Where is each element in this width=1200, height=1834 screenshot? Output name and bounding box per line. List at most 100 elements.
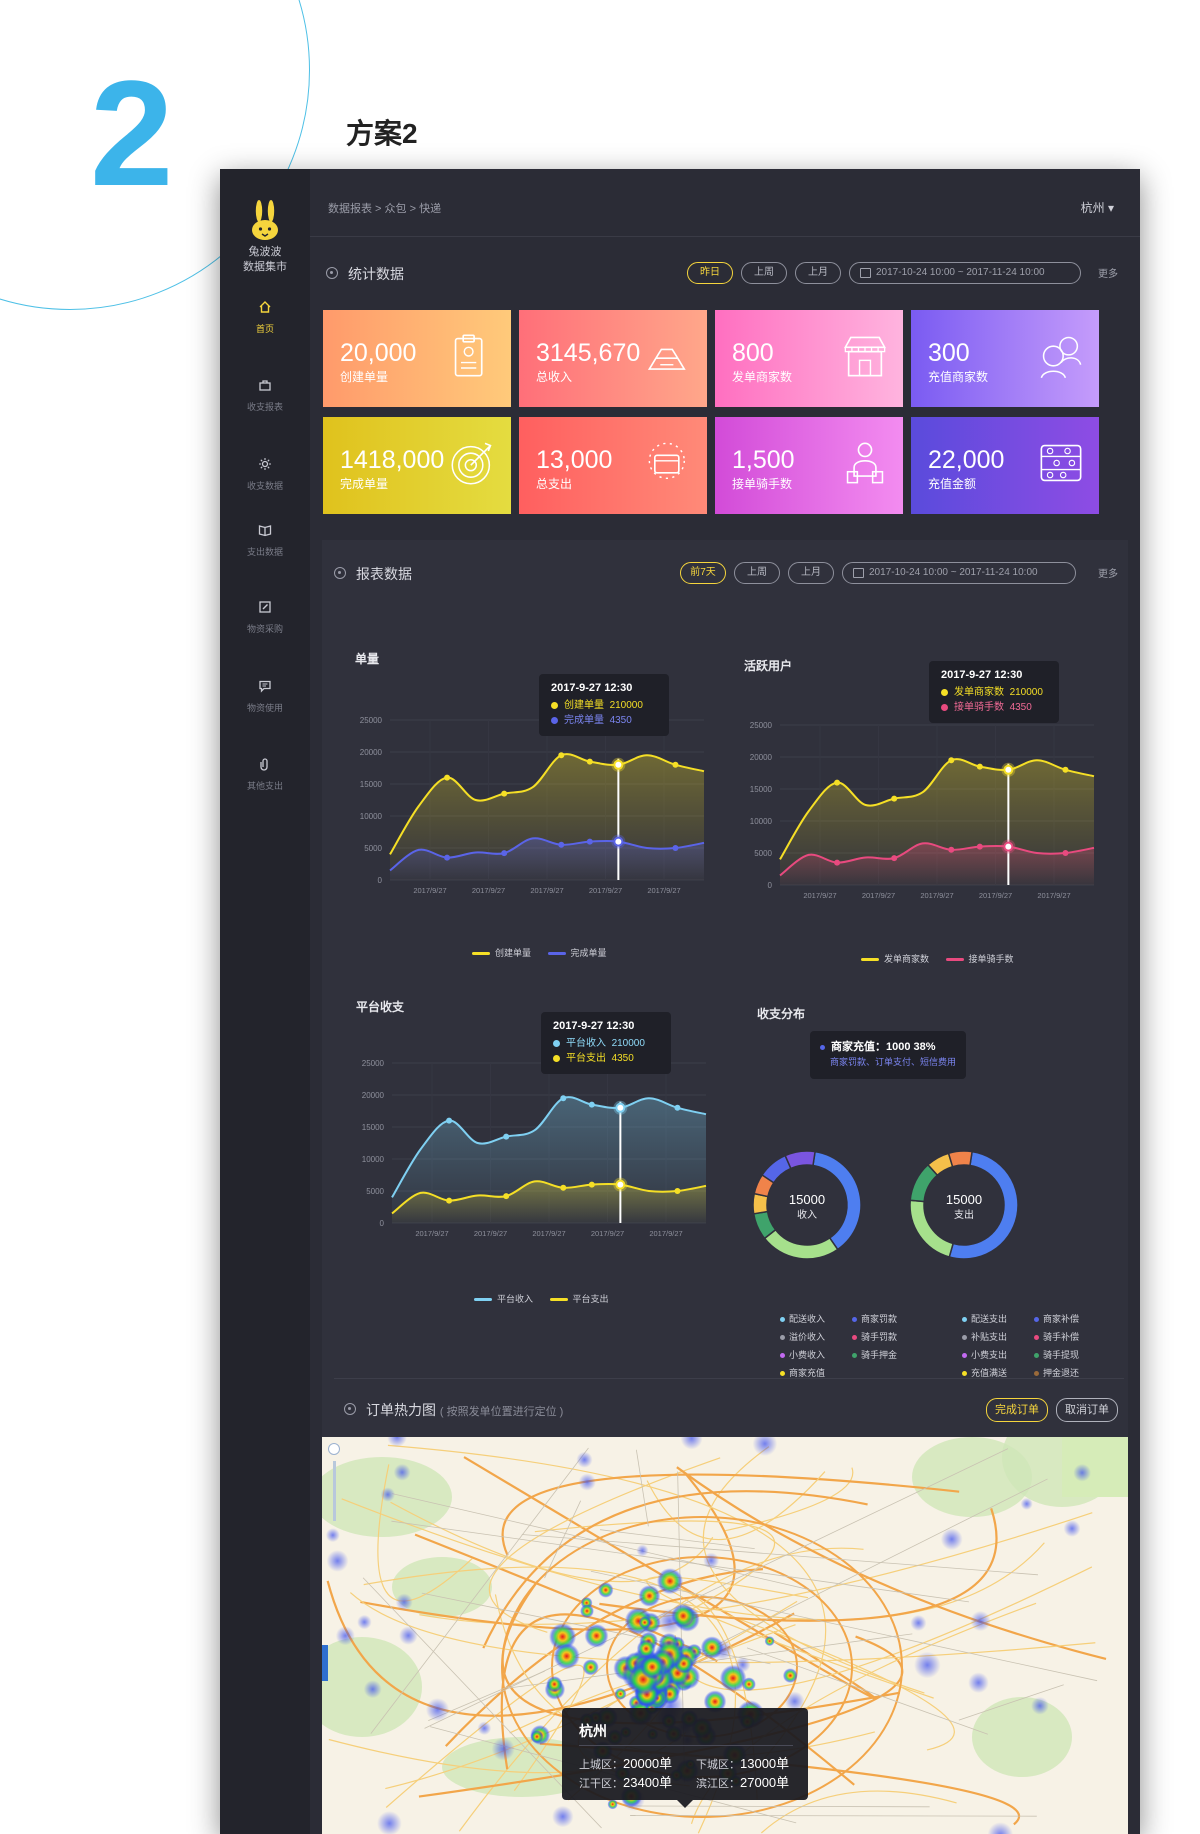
heat-point [784, 1691, 805, 1712]
date-range-picker[interactable]: 2017-10-24 10:00 ~ 2017-11-24 10:00 [842, 562, 1076, 584]
cancelled-orders-button[interactable]: 取消订单 [1056, 1398, 1118, 1422]
x-tick-label: 2017/9/27 [649, 1229, 682, 1238]
y-tick-label: 5000 [366, 1187, 384, 1196]
heat-point [335, 1626, 355, 1646]
donut-legend-item[interactable]: 骑手提现 [1034, 1346, 1079, 1364]
legend-item[interactable]: 平台支出 [549, 1292, 609, 1305]
platform-chart: 25000 20000 15000 10000 5000 0 2017/9/27 2017/9… [362, 1059, 707, 1238]
sidebar-item-expense-data[interactable]: 支出数据 [220, 523, 310, 558]
donut-legend-item[interactable]: 骑手押金 [852, 1346, 897, 1364]
donut-legend-item[interactable]: 商家罚款 [852, 1310, 897, 1328]
map-minor-road [958, 1684, 1064, 1721]
legend-item[interactable]: 发单商家数 [861, 952, 929, 965]
legend-item[interactable]: 完成单量 [547, 946, 607, 959]
stat-card[interactable]: 1418,000 完成单量 [323, 417, 511, 514]
donut-legend-item[interactable]: 商家充值 [780, 1364, 825, 1382]
abacus-icon [1040, 444, 1082, 482]
report-header: 报表数据 前7天 上周 上月 2017-10-24 10:00 ~ 2017-1… [334, 562, 1124, 586]
series-area [392, 1181, 706, 1223]
heat-point [782, 1668, 798, 1683]
city-select[interactable]: 杭州 ▾ [1080, 201, 1114, 215]
legend-dot [780, 1317, 785, 1323]
heatmap-map[interactable] [322, 1437, 1128, 1834]
sidebar-item-purchase[interactable]: 物资采购 [220, 600, 310, 635]
stat-card[interactable]: 20,000 创建单量 [323, 310, 511, 407]
stat-card[interactable]: 13,000 总支出 [519, 417, 707, 514]
heatmap-title-wrap: 订单热力图 ( 按照发单位置进行定位 ) [366, 1400, 563, 1420]
y-tick-label: 0 [768, 881, 773, 890]
heat-point [395, 1593, 413, 1611]
more-link[interactable]: 更多 [1098, 569, 1118, 580]
tooltip-arrow [677, 1800, 693, 1808]
stat-card-label: 创建单量 [340, 370, 389, 384]
donut-legend-item[interactable]: 配送收入 [780, 1310, 825, 1328]
breadcrumb[interactable]: 数据报表 > 众包 > 快递 [328, 203, 442, 215]
x-tick-label: 2017/9/27 [1037, 891, 1070, 900]
donut-legend-item[interactable]: 骑手补偿 [1034, 1328, 1079, 1346]
stat-card[interactable]: 300 充值商家数 [911, 310, 1099, 407]
chat-icon [259, 680, 271, 693]
district-name: 上城区： [579, 1759, 623, 1771]
legend-dot [962, 1371, 967, 1377]
tooltip-label: 完成单量 [564, 715, 604, 726]
filter-last-week[interactable]: 上周 [741, 262, 787, 284]
more-link[interactable]: 更多 [1098, 269, 1118, 280]
filter-7days[interactable]: 前7天 [680, 562, 726, 584]
donut-legend-item[interactable]: 押金退还 [1034, 1364, 1079, 1382]
sidebar-item-home[interactable]: 首页 [220, 300, 310, 335]
legend-item[interactable]: 接单骑手数 [945, 952, 1014, 965]
target-icon [451, 442, 492, 485]
map-minor-road [626, 1805, 930, 1808]
sidebar-item-label: 物资使用 [246, 703, 283, 713]
heat-point [940, 1528, 963, 1551]
donut-legend-item[interactable]: 补贴支出 [962, 1328, 1007, 1346]
stat-card[interactable]: 3145,670 总收入 [519, 310, 707, 407]
legend-label: 骑手补偿 [1043, 1332, 1080, 1342]
filter-last-month[interactable]: 上月 [788, 562, 834, 584]
stat-card-label: 总收入 [536, 370, 573, 384]
donut-legend-item[interactable]: 商家补偿 [1034, 1310, 1079, 1328]
stat-card[interactable]: 800 发单商家数 [715, 310, 903, 407]
map-road [377, 1464, 473, 1602]
filter-last-week[interactable]: 上周 [734, 562, 780, 584]
date-range-picker[interactable]: 2017-10-24 10:00 ~ 2017-11-24 10:00 [849, 262, 1081, 284]
completed-orders-button[interactable]: 完成订单 [986, 1398, 1048, 1422]
sidebar-item-income-data[interactable]: 收支数据 [220, 457, 310, 492]
donut-legend-item[interactable]: 配送支出 [962, 1310, 1007, 1328]
sidebar-item-label: 收支报表 [246, 402, 283, 412]
map-compass-icon[interactable] [328, 1443, 340, 1455]
sidebar-item-income-report[interactable]: 收支报表 [220, 378, 310, 413]
legend-swatch [861, 958, 879, 962]
donut-legend-item[interactable]: 小费支出 [962, 1346, 1007, 1364]
stat-card[interactable]: 22,000 充值金额 [911, 417, 1099, 514]
y-tick-label: 25000 [362, 1059, 385, 1068]
legend-item[interactable]: 平台收入 [474, 1292, 533, 1305]
legend-dot [962, 1317, 967, 1323]
map-zoom-slider[interactable] [333, 1461, 336, 1521]
data-point [558, 752, 565, 759]
donut-legend-item[interactable]: 骑手罚款 [852, 1328, 897, 1346]
stat-card[interactable]: 1,500 接单骑手数 [715, 417, 903, 514]
map-road [341, 1498, 1045, 1621]
tooltip-value: 210000 [1009, 687, 1043, 698]
filter-last-month[interactable]: 上月 [795, 262, 841, 284]
map-side-tab[interactable] [322, 1645, 328, 1681]
legend-item[interactable]: 创建单量 [472, 946, 531, 959]
heat-point [752, 1437, 778, 1456]
logo[interactable]: 兔波波 数据集市 [220, 199, 310, 275]
donut-legend-item[interactable]: 充值满送 [962, 1364, 1007, 1382]
data-point [891, 795, 898, 802]
legend-label: 小费支出 [971, 1350, 1008, 1360]
district-count: 20000单 [623, 1756, 673, 1771]
heat-point [387, 1437, 407, 1447]
sun-icon [259, 458, 271, 470]
y-tick-label: 0 [380, 1219, 385, 1228]
sidebar-item-usage[interactable]: 物资使用 [220, 679, 310, 714]
data-point [446, 1117, 453, 1124]
donut-legend-item[interactable]: 溢价收入 [780, 1328, 825, 1346]
sidebar-item-other-expense[interactable]: 其他支出 [220, 757, 310, 792]
heat-point [357, 1614, 372, 1630]
x-tick-label: 2017/9/27 [589, 886, 622, 895]
donut-legend-item[interactable]: 小费收入 [780, 1346, 825, 1364]
filter-yesterday[interactable]: 昨日 [687, 262, 733, 284]
